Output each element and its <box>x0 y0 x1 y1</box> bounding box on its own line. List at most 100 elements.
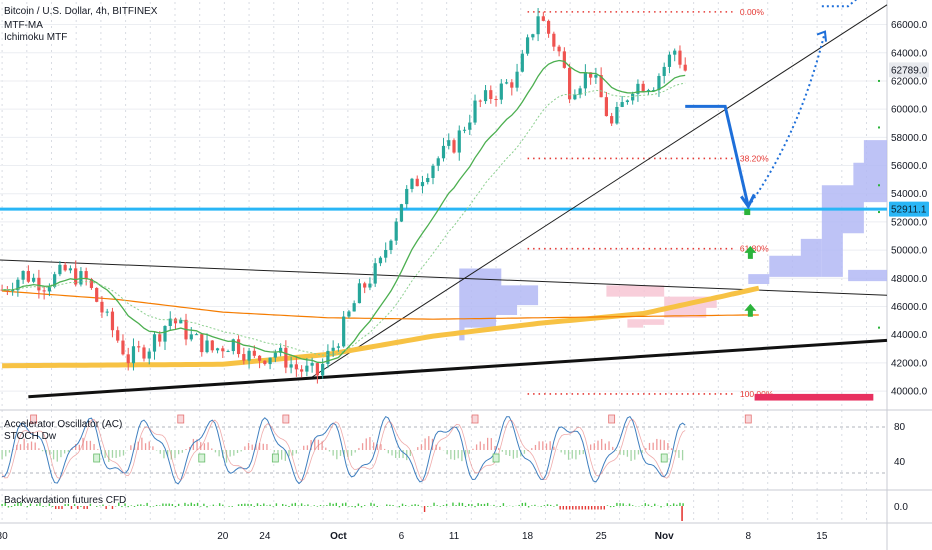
axis-signal-dot <box>878 79 880 82</box>
candle <box>525 37 530 54</box>
candle <box>457 130 461 153</box>
descending-trendline[interactable] <box>0 259 888 296</box>
candle <box>368 283 372 288</box>
candle <box>441 145 446 159</box>
symbol-legend[interactable]: Bitcoin / U.S. Dollar, 4h, BITFINEX <box>4 6 158 17</box>
candle <box>116 330 120 341</box>
candle <box>273 352 277 358</box>
stoch-sell-marker <box>471 414 479 424</box>
candle <box>279 347 283 353</box>
candle <box>531 34 535 38</box>
price-axis-label: 64000.0 <box>891 48 928 59</box>
candle <box>21 270 25 280</box>
ascending-trendline[interactable] <box>311 4 888 378</box>
candle <box>589 72 593 78</box>
time-axis-label: 15 <box>816 531 828 542</box>
ichimoku-cloud <box>606 285 717 328</box>
buy-signal-arrow <box>744 303 757 317</box>
candle <box>263 360 267 365</box>
last-price-tag-text: 62789.0 <box>891 65 928 76</box>
candle <box>462 129 467 131</box>
moving-average-green <box>2 59 686 364</box>
pane3-axis-label: 0.0 <box>894 502 908 513</box>
axis-signal-dot <box>878 326 880 329</box>
candle <box>620 102 624 107</box>
candle <box>615 106 619 124</box>
moving-average-green-dotted <box>2 82 686 356</box>
backwardation-legend[interactable]: Backwardation futures CFD <box>4 495 127 506</box>
candle <box>242 354 246 361</box>
key-level-tag-text: 52911.1 <box>891 205 927 216</box>
candle <box>631 93 635 101</box>
time-axis-label: Nov <box>655 531 674 542</box>
projection-arrow-down[interactable] <box>685 104 750 207</box>
candle <box>158 334 162 342</box>
sell-zone-bar <box>754 393 874 401</box>
candle <box>226 351 230 353</box>
ichimoku-cloud <box>769 238 822 277</box>
candle <box>294 364 298 370</box>
time-axis-label: 6 <box>399 531 405 542</box>
stoch-d-line <box>1 418 686 482</box>
candle <box>331 347 335 351</box>
candle <box>494 98 498 100</box>
candle <box>520 53 524 72</box>
candle <box>74 268 78 285</box>
candle <box>126 354 130 364</box>
ichimoku-legend[interactable]: Ichimoku MTF <box>4 32 68 43</box>
candle <box>415 178 419 187</box>
price-axis-label: 56000.0 <box>891 161 928 172</box>
candle <box>420 182 425 187</box>
candle <box>473 100 477 123</box>
candle <box>594 75 598 78</box>
candle <box>678 50 682 65</box>
buy-signal-arrow <box>744 245 757 259</box>
candle <box>105 311 109 313</box>
candle <box>557 46 561 52</box>
candle <box>131 346 136 364</box>
arrow-head <box>816 30 827 42</box>
ac-oscillator-legend[interactable]: Accelerator Oscillator (AC) <box>4 419 123 430</box>
time-axis-label: 20 <box>217 531 229 542</box>
time-axis-label: 11 <box>449 531 460 542</box>
candle <box>163 325 167 342</box>
stoch-legend[interactable]: STOCH Dw <box>4 431 57 442</box>
candle <box>578 88 582 95</box>
candle <box>447 140 451 146</box>
candle <box>599 75 603 98</box>
price-axis-label: 50000.0 <box>891 246 928 257</box>
candle <box>357 283 362 304</box>
candle <box>394 221 398 241</box>
candle <box>431 165 435 178</box>
candle <box>210 340 214 351</box>
candle <box>352 303 356 312</box>
candle <box>373 263 377 284</box>
support-trendline[interactable] <box>28 338 888 399</box>
candle <box>652 89 656 91</box>
candle <box>405 188 409 205</box>
price-axis-label: 62000.0 <box>891 76 928 87</box>
projection-arrow-up[interactable] <box>821 0 858 8</box>
candle <box>636 83 640 94</box>
candle <box>363 283 367 288</box>
candle <box>284 347 288 368</box>
price-axis-label: 66000.0 <box>891 20 928 31</box>
candle <box>221 348 225 352</box>
candle <box>37 277 41 291</box>
candle <box>625 100 630 103</box>
candle <box>499 83 503 100</box>
candle <box>541 16 545 21</box>
projection-arrow-up[interactable] <box>750 31 826 203</box>
candle <box>305 365 309 372</box>
key-level-tag[interactable] <box>889 201 929 217</box>
candle <box>215 348 220 351</box>
stoch-k-line <box>2 415 686 485</box>
candle <box>137 346 141 348</box>
candle <box>657 75 661 90</box>
mtf-ma-legend[interactable]: MTF-MA <box>4 20 43 31</box>
candle <box>257 355 262 361</box>
last-price-tag[interactable] <box>889 62 929 78</box>
candle <box>342 316 346 347</box>
